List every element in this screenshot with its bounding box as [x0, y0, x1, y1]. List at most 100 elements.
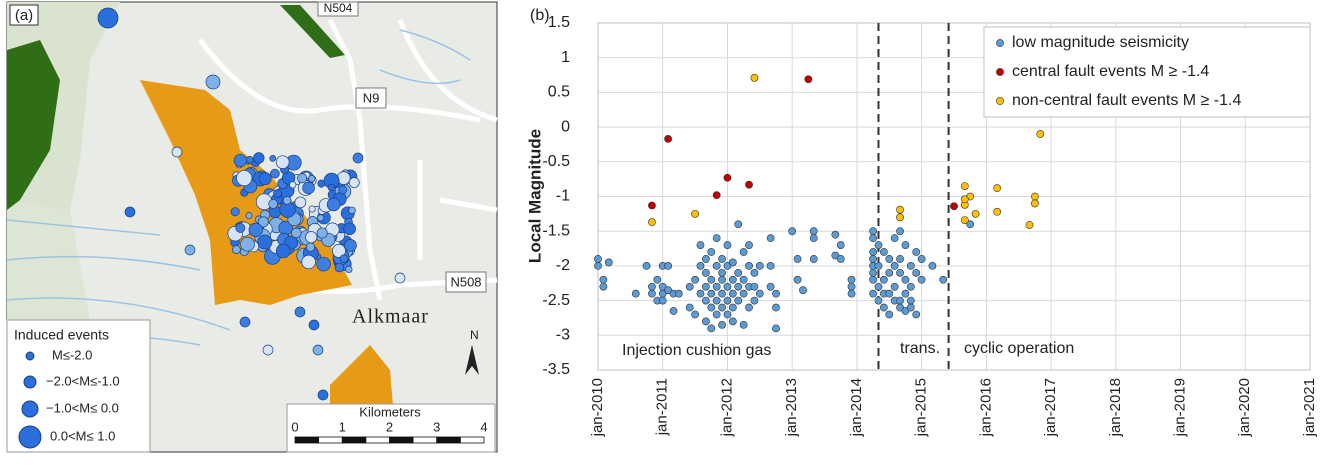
legend-label: −1.0<M≤ 0.0: [46, 400, 119, 415]
legend-label: 0.0<M≤ 1.0: [50, 428, 115, 443]
data-point: [847, 282, 856, 291]
data-point: [869, 248, 877, 256]
data-point: [1036, 130, 1045, 138]
annotation: cyclic operation: [964, 340, 1074, 357]
data-point: [599, 275, 608, 284]
legend-label: low magnitude seismicity: [1012, 34, 1189, 51]
data-point: [890, 282, 899, 291]
data-point: [879, 275, 888, 284]
data-point: [712, 261, 721, 270]
data-point: [901, 241, 910, 249]
x-tick-label: jan-2011: [654, 378, 671, 436]
data-point: [869, 275, 877, 284]
data-point: [707, 289, 716, 298]
event-marker: [316, 256, 331, 272]
data-point: [691, 209, 699, 218]
legend-symbol: [996, 97, 1004, 105]
event-marker: [331, 243, 346, 258]
x-tick-label: jan-2012: [718, 378, 735, 437]
data-point: [718, 320, 726, 329]
plot-frame: [597, 22, 1311, 371]
data-point: [734, 268, 743, 277]
scale-segment: [389, 436, 414, 444]
legend-symbol: [996, 39, 1004, 47]
event-marker: [269, 154, 277, 162]
data-point: [890, 261, 899, 270]
data-point: [906, 303, 915, 312]
event-marker: [282, 196, 292, 205]
legend-title: Induced events: [14, 327, 109, 343]
event-marker: [268, 199, 278, 209]
data-point: [874, 241, 883, 249]
event-marker: [326, 197, 341, 212]
data-point: [653, 275, 662, 284]
data-point: [896, 255, 904, 263]
data-point: [712, 234, 721, 243]
data-point: [750, 296, 759, 305]
data-point: [696, 289, 705, 298]
y-tick-label: -3.5: [542, 361, 570, 378]
data-point: [701, 268, 710, 277]
event-marker: [232, 245, 241, 255]
data-point: [664, 286, 673, 295]
x-tick-label: jan-2020: [1236, 378, 1253, 437]
data-point: [912, 268, 921, 277]
legend-symbol: [25, 351, 35, 361]
event-marker: [184, 244, 196, 256]
event-marker: [230, 207, 240, 217]
data-point: [648, 289, 656, 298]
data-point: [847, 289, 856, 298]
scale-tick-label: 0: [291, 419, 298, 434]
data-point: [728, 258, 737, 267]
panel-label: (a): [15, 7, 33, 24]
data-point: [755, 261, 764, 270]
data-point: [594, 261, 602, 270]
forest: [280, 5, 345, 58]
scale-tick-label: 2: [386, 419, 393, 434]
data-point: [960, 216, 969, 224]
data-point: [723, 241, 732, 249]
data-point: [723, 282, 732, 291]
event-marker: [294, 306, 306, 318]
data-point: [917, 255, 926, 263]
data-point: [885, 310, 894, 319]
scale-segment: [294, 436, 320, 444]
y-tick-label: 0: [561, 118, 570, 135]
event-markers: [97, 7, 406, 401]
scale-segment: [318, 436, 343, 444]
data-point: [869, 289, 877, 298]
data-point: [723, 296, 732, 305]
data-point: [658, 282, 667, 291]
data-point: [831, 251, 840, 260]
data-point: [718, 268, 726, 277]
y-tick-label: -3: [556, 327, 570, 344]
event-marker: [308, 319, 320, 331]
event-marker: [257, 216, 269, 228]
data-point: [642, 261, 651, 270]
event-marker: [205, 74, 221, 90]
road-sign: [317, 1, 359, 17]
data-point: [960, 195, 969, 204]
event-marker: [236, 170, 253, 187]
event-marker: [235, 222, 246, 233]
x-tick-label: jan-2017: [1042, 378, 1059, 437]
x-tick-label: jan-2013: [783, 378, 800, 437]
scale-segment: [436, 436, 461, 444]
data-point: [896, 213, 904, 222]
legend-symbol: [18, 425, 42, 449]
data-point: [793, 275, 802, 284]
y-tick-label: -2: [556, 257, 570, 274]
event-marker: [124, 206, 136, 218]
data-point: [712, 310, 721, 319]
data-point: [707, 275, 716, 284]
data-point: [707, 248, 716, 256]
event-marker: [245, 212, 253, 220]
data-point: [971, 209, 980, 218]
event-marker: [240, 236, 255, 252]
event-marker: [262, 344, 274, 356]
scale-tick-label: 1: [339, 419, 346, 434]
data-point: [701, 296, 710, 305]
scale-segment: [459, 436, 485, 444]
forest: [7, 40, 60, 210]
data-point: [901, 275, 910, 284]
